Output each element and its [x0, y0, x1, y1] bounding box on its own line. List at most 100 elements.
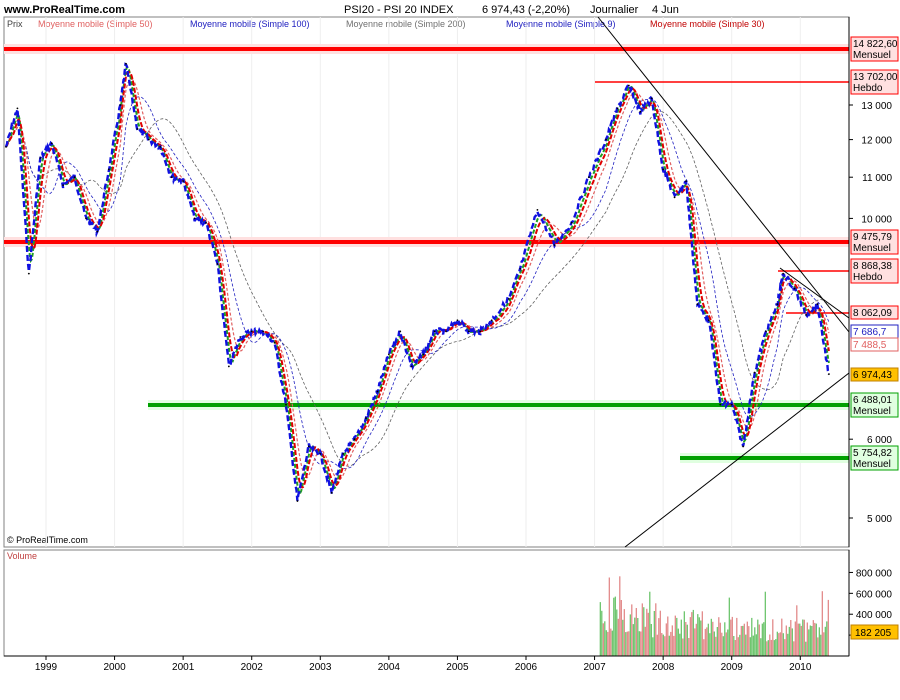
- price-point: [685, 180, 687, 183]
- price-point: [307, 445, 310, 448]
- level-note: Hebdo: [853, 272, 883, 283]
- instrument-name: PSI20 - PSI 20 INDEX: [344, 4, 454, 16]
- level-value: 9 475,79: [853, 232, 892, 243]
- vol-tick-label: 600 000: [856, 589, 893, 600]
- x-tick-label: 2008: [652, 662, 675, 673]
- x-tick-label: 2006: [515, 662, 538, 673]
- level-tag: [850, 258, 899, 284]
- price-point: [285, 403, 287, 406]
- price-axis: 13 000 12 000 11 000 10 000 6 000 5 000: [848, 17, 892, 547]
- y-tick-label: 6 000: [867, 435, 892, 446]
- level-tag: [850, 367, 899, 382]
- price-point: [107, 168, 110, 171]
- price-point: [319, 452, 322, 455]
- level-value: 13 702,00: [853, 72, 898, 83]
- trend-lines: [597, 16, 850, 548]
- vol-tick-label: 800 000: [856, 568, 893, 579]
- price-point: [445, 330, 447, 333]
- price-point: [410, 365, 413, 368]
- price-point: [490, 319, 493, 322]
- legend-item: Moyenne mobile (Simple 9): [506, 19, 616, 29]
- price-point: [119, 104, 122, 106]
- price-point: [330, 491, 333, 494]
- price-point: [216, 263, 219, 265]
- level-value: 14 822,60: [853, 39, 898, 50]
- price-point: [742, 445, 745, 448]
- price-point: [5, 145, 7, 148]
- price-point: [816, 303, 819, 306]
- price-point: [205, 221, 207, 224]
- time-axis: 1999 2000 2001 2002 2003 2004 2005 2006 2007 2008…: [4, 655, 849, 673]
- price-point: [50, 142, 53, 145]
- price-point: [467, 330, 470, 333]
- level-note: Mensuel: [853, 406, 891, 417]
- price-point: [456, 319, 459, 322]
- ma-50-line: [5, 78, 830, 481]
- level-tag: [850, 305, 899, 320]
- price-point: [85, 217, 87, 220]
- price-point: [170, 176, 173, 179]
- level-value: 5 754,82: [853, 448, 892, 459]
- price-point: [650, 97, 653, 100]
- price-point: [62, 184, 65, 187]
- price-point: [805, 313, 807, 316]
- level-note: Mensuel: [853, 459, 891, 470]
- price-point: [39, 157, 42, 159]
- x-tick-label: 2004: [378, 662, 401, 673]
- level-value: 8 062,09: [853, 308, 892, 319]
- ma-30-line: [5, 70, 830, 489]
- legend-item: Moyenne mobile (Simple 50): [38, 19, 153, 29]
- legend-item: Moyenne mobile (Simple 30): [650, 19, 765, 29]
- date-label: 4 Jun: [652, 4, 679, 16]
- price-point: [27, 272, 30, 275]
- price-point: [353, 438, 356, 441]
- level-tag: [850, 445, 899, 471]
- x-tick-label: 2001: [172, 662, 195, 673]
- volume-panel-label: Volume: [7, 551, 37, 561]
- price-point: [553, 244, 556, 247]
- price-point: [707, 319, 710, 322]
- price-point: [730, 403, 733, 406]
- price-point: [627, 84, 630, 87]
- price-point: [782, 272, 785, 275]
- legend-item: Moyenne mobile (Simple 100): [190, 19, 310, 29]
- volume-bars: [599, 576, 829, 656]
- y-tick-label: 5 000: [867, 514, 892, 525]
- price-point: [479, 330, 482, 333]
- short-trendline: [779, 267, 850, 319]
- legend: Moyenne mobile (Simple 50) Moyenne mobile…: [38, 19, 765, 29]
- price-point: [793, 287, 796, 290]
- price-point: [696, 303, 699, 306]
- price-point: [136, 128, 139, 130]
- price-point: [616, 107, 619, 110]
- price-point: [239, 336, 242, 338]
- x-tick-label: 2010: [789, 662, 812, 673]
- volume-last-tag: [850, 624, 899, 640]
- price-point: [376, 390, 379, 393]
- level-tag: [850, 36, 899, 62]
- level-tag: [850, 337, 899, 352]
- price-panel: [3, 16, 850, 548]
- level-value: 7 488,5: [853, 340, 887, 351]
- level-note: Mensuel: [853, 243, 891, 254]
- price-point: [342, 452, 345, 455]
- price-point: [536, 208, 539, 211]
- resistance-trendline: [597, 16, 850, 333]
- price-series: [4, 62, 831, 502]
- price-point: [639, 110, 642, 113]
- watermark: © ProRealTime.com: [7, 535, 88, 545]
- x-tick-label: 2002: [241, 662, 264, 673]
- y-tick-label: 10 000: [861, 214, 892, 225]
- price-point: [273, 341, 276, 344]
- x-tick-label: 2005: [446, 662, 469, 673]
- last-quote: 6 974,43 (-2,20%): [482, 4, 570, 16]
- price-point: [227, 365, 230, 368]
- price-point: [433, 330, 436, 333]
- price-point: [519, 267, 522, 270]
- ma-200-line: [5, 110, 830, 467]
- price-point: [587, 176, 590, 179]
- x-tick-label: 2007: [583, 662, 606, 673]
- price-point: [399, 330, 402, 333]
